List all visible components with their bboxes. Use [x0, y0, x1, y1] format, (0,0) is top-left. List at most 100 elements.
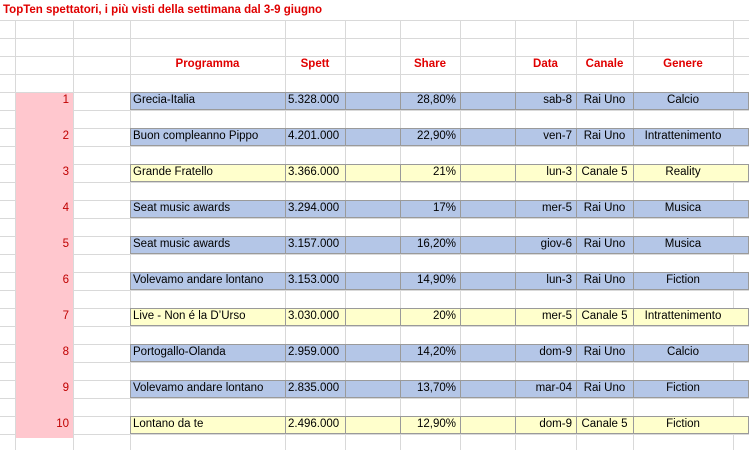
share-cell[interactable]: 13,70% — [416, 382, 456, 395]
genere-cell[interactable]: Intrattenimento — [644, 130, 722, 143]
rank-cell[interactable]: 1 — [62, 94, 69, 107]
canale-cell[interactable]: Rai Uno — [583, 202, 626, 215]
sheet-title[interactable]: TopTen spettatori, i più visti della set… — [3, 4, 323, 17]
share-cell[interactable]: 14,90% — [416, 274, 456, 287]
spett-cell[interactable]: 3.153.000 — [288, 274, 340, 287]
cell-separator — [345, 308, 346, 326]
data-cell[interactable]: giov-6 — [540, 238, 572, 251]
cell-separator — [460, 92, 461, 110]
share-cell[interactable]: 17% — [432, 202, 456, 215]
data-cell[interactable]: sab-8 — [543, 94, 572, 107]
rank-cell[interactable]: 2 — [62, 130, 69, 143]
genere-cell[interactable]: Intrattenimento — [644, 310, 722, 323]
genere-cell[interactable]: Musica — [664, 202, 702, 215]
cell-separator — [400, 380, 401, 398]
cell-separator — [345, 92, 346, 110]
data-cell[interactable]: mer-5 — [541, 202, 572, 215]
cell-separator — [400, 308, 401, 326]
programma-cell[interactable]: Grande Fratello — [133, 166, 213, 179]
spett-cell[interactable]: 3.030.000 — [288, 310, 340, 323]
canale-cell[interactable]: Rai Uno — [583, 130, 626, 143]
cell-separator — [633, 236, 634, 254]
programma-cell[interactable]: Seat music awards — [133, 238, 231, 251]
rank-cell[interactable]: 7 — [62, 310, 69, 323]
genere-cell[interactable]: Fiction — [666, 274, 700, 287]
rank-column-fill — [16, 93, 73, 438]
spett-cell[interactable]: 3.157.000 — [288, 238, 340, 251]
canale-cell[interactable]: Rai Uno — [583, 94, 626, 107]
rank-cell[interactable]: 5 — [62, 238, 69, 251]
spett-cell[interactable]: 4.201.000 — [288, 130, 340, 143]
rank-cell[interactable]: 8 — [62, 346, 69, 359]
cell-separator — [400, 128, 401, 146]
share-cell[interactable]: 20% — [432, 310, 456, 323]
spett-cell[interactable]: 2.835.000 — [288, 382, 340, 395]
canale-cell[interactable]: Rai Uno — [583, 238, 626, 251]
cell-separator — [400, 200, 401, 218]
cell-separator — [285, 344, 286, 362]
spett-cell[interactable]: 2.959.000 — [288, 346, 340, 359]
canale-cell[interactable]: Rai Uno — [583, 346, 626, 359]
data-cell[interactable]: lun-3 — [546, 274, 572, 287]
programma-cell[interactable]: Volevamo andare lontano — [133, 274, 264, 287]
cell-separator — [633, 272, 634, 290]
cell-separator — [515, 92, 516, 110]
cell-separator — [400, 236, 401, 254]
programma-cell[interactable]: Live - Non é la D’Urso — [133, 310, 246, 323]
spett-cell[interactable]: 5.328.000 — [288, 94, 340, 107]
genere-cell[interactable]: Calcio — [667, 346, 699, 359]
programma-cell[interactable]: Grecia-Italia — [133, 94, 195, 107]
programma-cell[interactable]: Seat music awards — [133, 202, 231, 215]
canale-cell[interactable]: Rai Uno — [583, 382, 626, 395]
spett-cell[interactable]: 3.294.000 — [288, 202, 340, 215]
cell-separator — [633, 344, 634, 362]
rank-cell[interactable]: 3 — [62, 166, 69, 179]
genere-cell[interactable]: Calcio — [667, 94, 699, 107]
canale-cell[interactable]: Canale 5 — [581, 310, 628, 323]
header-canale[interactable]: Canale — [585, 58, 624, 71]
rank-cell[interactable]: 6 — [62, 274, 69, 287]
data-cell[interactable]: dom-9 — [539, 346, 572, 359]
canale-cell[interactable]: Canale 5 — [581, 418, 628, 431]
rank-cell[interactable]: 10 — [56, 418, 69, 431]
cell-separator — [515, 416, 516, 434]
data-cell[interactable]: dom-9 — [539, 418, 572, 431]
header-genere[interactable]: Genere — [663, 58, 703, 71]
data-cell[interactable]: mer-5 — [541, 310, 572, 323]
spett-cell[interactable]: 2.496.000 — [288, 418, 340, 431]
cell-separator — [633, 380, 634, 398]
cell-separator — [633, 308, 634, 326]
share-cell[interactable]: 14,20% — [416, 346, 456, 359]
header-spett[interactable]: Spett — [300, 58, 330, 71]
genere-cell[interactable]: Fiction — [666, 382, 700, 395]
cell-separator — [400, 164, 401, 182]
rank-cell[interactable]: 4 — [62, 202, 69, 215]
cell-separator — [576, 416, 577, 434]
share-cell[interactable]: 22,90% — [416, 130, 456, 143]
cell-separator — [576, 272, 577, 290]
header-share[interactable]: Share — [414, 58, 446, 71]
spett-cell[interactable]: 3.366.000 — [288, 166, 340, 179]
canale-cell[interactable]: Canale 5 — [581, 166, 628, 179]
rank-cell[interactable]: 9 — [62, 382, 69, 395]
canale-cell[interactable]: Rai Uno — [583, 274, 626, 287]
share-cell[interactable]: 28,80% — [416, 94, 456, 107]
programma-cell[interactable]: Lontano da te — [133, 418, 204, 431]
header-programma[interactable]: Programma — [175, 58, 240, 71]
programma-cell[interactable]: Portogallo-Olanda — [133, 346, 226, 359]
share-cell[interactable]: 16,20% — [416, 238, 456, 251]
header-data[interactable]: Data — [533, 58, 558, 71]
genere-cell[interactable]: Reality — [665, 166, 701, 179]
programma-cell[interactable]: Volevamo andare lontano — [133, 382, 264, 395]
data-cell[interactable]: lun-3 — [546, 166, 572, 179]
cell-separator — [576, 164, 577, 182]
data-cell[interactable]: mar-04 — [535, 382, 572, 395]
share-cell[interactable]: 12,90% — [416, 418, 456, 431]
share-cell[interactable]: 21% — [432, 166, 456, 179]
cell-separator — [460, 164, 461, 182]
genere-cell[interactable]: Musica — [664, 238, 702, 251]
genere-cell[interactable]: Fiction — [666, 418, 700, 431]
cell-separator — [345, 380, 346, 398]
data-cell[interactable]: ven-7 — [543, 130, 572, 143]
programma-cell[interactable]: Buon compleanno Pippo — [133, 130, 259, 143]
